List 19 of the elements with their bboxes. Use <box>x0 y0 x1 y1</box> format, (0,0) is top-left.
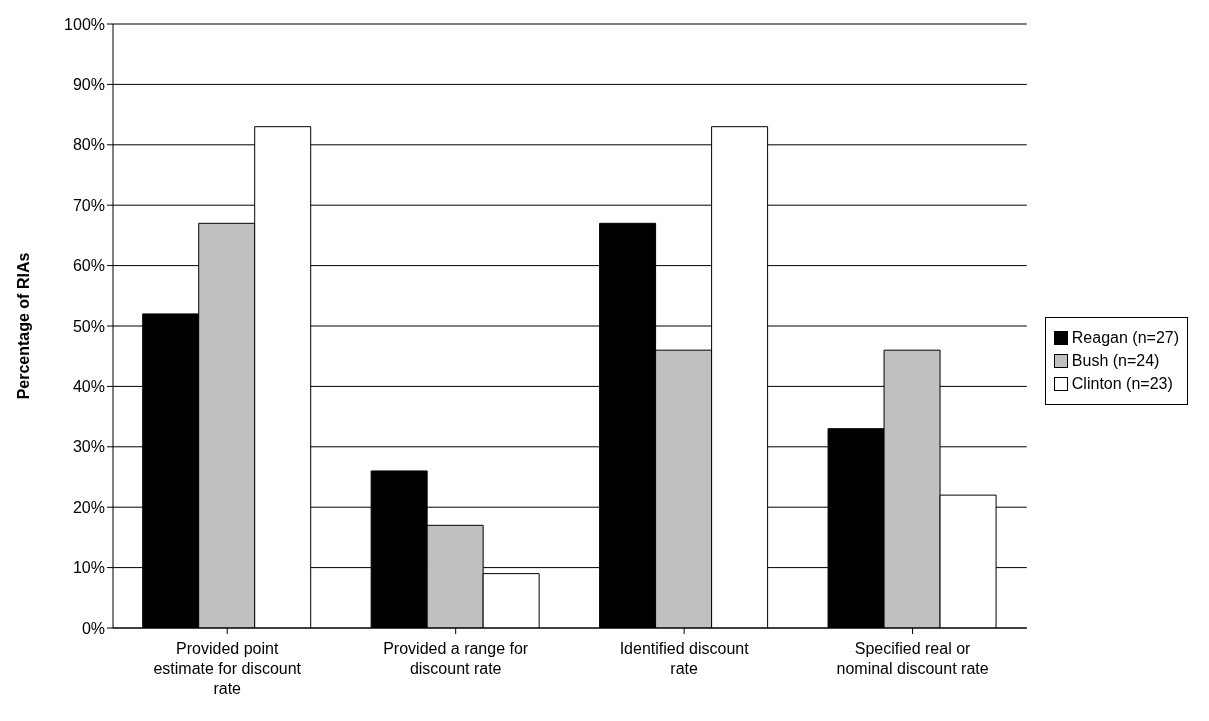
legend-label: Bush (n=24) <box>1071 351 1160 370</box>
x-tick-label: Identified discount rate <box>619 640 750 677</box>
y-tick-label: 50% <box>72 317 105 335</box>
y-tick-label: 100% <box>64 15 105 33</box>
y-axis-title: Percentage of RIAs <box>14 252 32 400</box>
legend-label: Clinton (n=23) <box>1071 374 1173 393</box>
x-tick-label: Provided point estimate for discount rate <box>153 640 302 697</box>
x-tick-label: Specified real or nominal discount rate <box>836 640 989 677</box>
y-tick-label: 60% <box>72 257 105 275</box>
y-tick-label: 30% <box>72 438 105 456</box>
y-tick-label: 20% <box>72 498 105 516</box>
y-tick-label: 10% <box>72 559 105 577</box>
y-tick-label: 90% <box>72 76 105 94</box>
y-tick-label: 0% <box>81 619 105 637</box>
legend-label: Reagan (n=27) <box>1071 328 1179 347</box>
y-tick-label: 80% <box>72 136 105 154</box>
y-tick-label: 40% <box>72 378 105 396</box>
y-tick-label: 70% <box>72 196 105 214</box>
x-tick-label: Provided a range for discount rate <box>383 640 529 677</box>
